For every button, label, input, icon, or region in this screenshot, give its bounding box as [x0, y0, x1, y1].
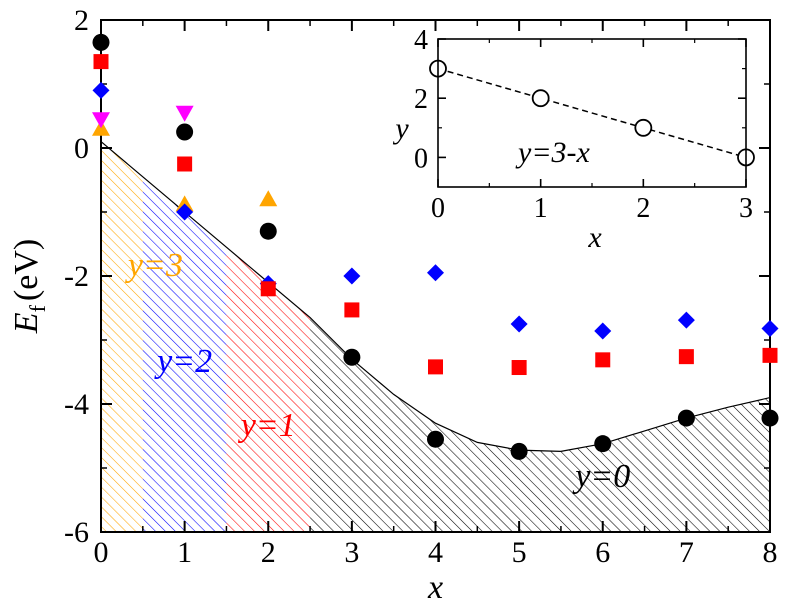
y-label-subscript: f: [25, 304, 50, 312]
diamond-marker: [594, 322, 612, 340]
y-tick-label: -2: [64, 260, 89, 293]
square-marker: [93, 54, 109, 70]
x-tick-label: 3: [344, 536, 359, 569]
inset-y-tick-label: 2: [414, 84, 428, 115]
triangle-down-marker: [175, 105, 194, 122]
region-label-y1: y=1: [238, 407, 296, 444]
circle-marker: [259, 222, 277, 240]
main-x-axis-label: x: [427, 569, 443, 606]
triangle-down-marker: [92, 112, 110, 129]
inset-plot-frame: [437, 38, 747, 188]
y-tick-label: -6: [64, 516, 89, 549]
inset-x-tick-label: 3: [739, 193, 753, 224]
square-marker: [177, 156, 193, 172]
circle-marker: [343, 348, 361, 366]
y-tick-label: 0: [74, 132, 89, 165]
circle-marker: [761, 409, 779, 427]
region-hatch-1: [142, 176, 227, 533]
diamond-marker: [510, 315, 528, 333]
region-label-y0: y=0: [572, 458, 630, 495]
region-hatch-3: [310, 317, 770, 532]
region-hatch-0: [101, 141, 143, 532]
circle-marker: [176, 123, 194, 141]
x-tick-label: 2: [261, 536, 276, 569]
square-marker: [762, 347, 778, 363]
main-y-axis-label: Ef (eV): [8, 239, 50, 334]
region-label-y3: y=3: [125, 247, 183, 284]
main-data-points: [92, 33, 779, 460]
stability-regions: [101, 141, 770, 533]
inset-x-tick-label: 1: [534, 193, 548, 224]
circle-marker: [594, 435, 612, 453]
region-label-y2: y=2: [154, 343, 212, 380]
square-marker: [511, 360, 527, 376]
main-axis-ticks: 0 1 2 3 4 5 6 7 8 -6 -4 -2 0 2: [64, 4, 778, 569]
inset-x-axis-label: x: [587, 221, 602, 254]
circle-marker: [427, 430, 444, 448]
inset-y-axis-label: y: [392, 112, 409, 145]
inset-y-tick-label: 0: [414, 143, 428, 174]
diamond-marker: [176, 203, 194, 221]
inset-x-tick-label: 0: [431, 193, 445, 224]
inset-open-circle-marker: [531, 89, 550, 108]
x-tick-label: 5: [512, 536, 527, 569]
diamond-marker: [761, 319, 779, 337]
x-tick-label: 1: [177, 536, 192, 569]
diamond-marker: [427, 264, 444, 282]
y-label-symbol: E: [8, 312, 45, 334]
inset-y-tick-label: 4: [414, 25, 428, 56]
x-tick-label: 4: [428, 536, 443, 569]
y-label-unit: (eV): [8, 239, 45, 301]
inset-equation-annotation: y=3-x: [515, 136, 591, 169]
convex-hull-line: [100, 141, 771, 453]
circle-marker: [92, 33, 110, 51]
circle-marker: [677, 409, 695, 427]
square-marker: [595, 352, 611, 368]
x-tick-label: 7: [679, 536, 694, 569]
x-tick-label: 8: [763, 536, 778, 569]
inset-x-tick-label: 2: [636, 193, 650, 224]
circle-marker: [510, 442, 528, 460]
x-tick-label: 6: [595, 536, 610, 569]
square-marker: [260, 281, 276, 297]
x-tick-label: 0: [94, 536, 109, 569]
square-marker: [344, 302, 360, 318]
inset-open-circle-marker: [634, 118, 653, 137]
region-hatch-2: [226, 247, 311, 532]
y-tick-label: -4: [64, 388, 89, 421]
diamond-marker: [677, 311, 695, 329]
y-tick-label: 2: [74, 4, 89, 37]
triangle-up-marker: [175, 195, 194, 212]
square-marker: [678, 349, 694, 365]
diamond-marker: [92, 81, 110, 99]
triangle-up-marker: [259, 190, 278, 207]
square-marker: [428, 359, 443, 375]
diamond-marker: [343, 267, 361, 285]
inset-dashed-line: [437, 67, 747, 159]
main-plot-frame: [100, 19, 771, 533]
